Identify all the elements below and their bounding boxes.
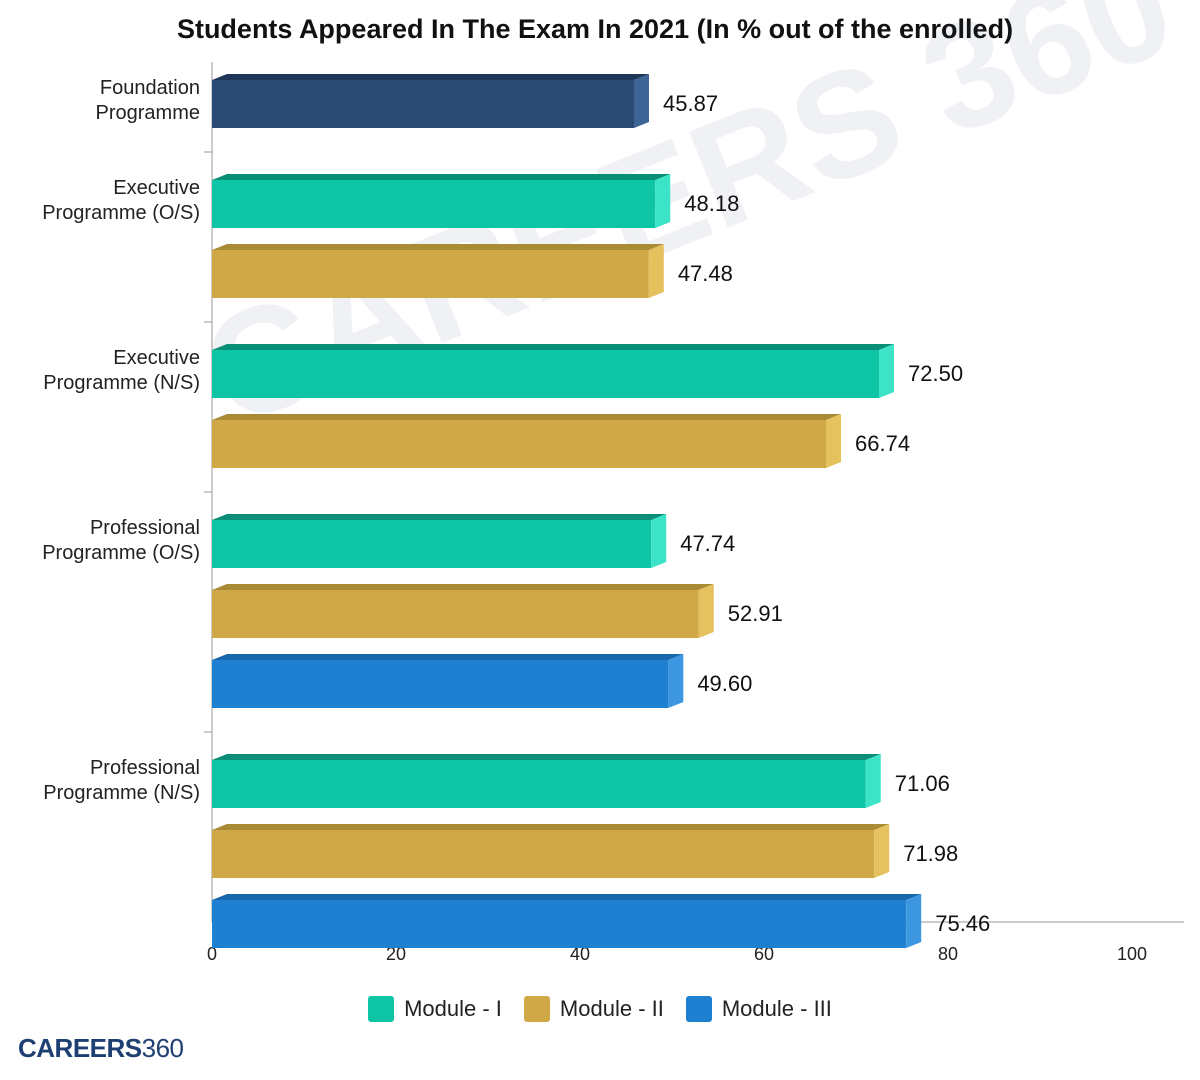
x-tick-label: 80 bbox=[938, 944, 958, 964]
bar-top-face bbox=[212, 244, 664, 250]
bar-side-face bbox=[668, 654, 684, 708]
bar bbox=[212, 760, 866, 808]
data-label: 52.91 bbox=[728, 601, 783, 626]
x-tick-label: 100 bbox=[1117, 944, 1147, 964]
legend-swatch-module-3 bbox=[685, 996, 712, 1022]
legend-label-module-2: Module - II bbox=[559, 996, 664, 1021]
data-label: 66.74 bbox=[855, 431, 910, 456]
bar-side-face bbox=[874, 824, 890, 878]
bar bbox=[212, 520, 652, 568]
data-label: 49.60 bbox=[697, 671, 752, 696]
bar-side-face bbox=[634, 74, 650, 128]
x-tick-label: 20 bbox=[386, 944, 406, 964]
legend-item-module-1: Module - I bbox=[368, 996, 502, 1022]
data-label: 71.06 bbox=[895, 771, 950, 796]
data-label: 47.48 bbox=[678, 261, 733, 286]
chart-plot-area: 0 20 40 60 80 100 45.87 Foundation Programme 48.1… bbox=[42, 62, 1184, 964]
brand-number: 360 bbox=[141, 1033, 184, 1063]
bar-side-face bbox=[906, 894, 922, 948]
category-label: Programme (N/S) bbox=[43, 372, 200, 394]
bar-top-face bbox=[212, 174, 671, 180]
legend-item-module-3: Module - III bbox=[685, 996, 832, 1022]
data-label: 72.50 bbox=[908, 361, 963, 386]
data-label: 48.18 bbox=[684, 191, 739, 216]
category-label: Programme (N/S) bbox=[43, 782, 200, 804]
data-label: 71.98 bbox=[903, 841, 958, 866]
bar-side-face bbox=[648, 244, 664, 298]
category-label: Executive bbox=[113, 347, 200, 369]
data-label: 45.87 bbox=[663, 91, 718, 116]
bar-top-face bbox=[212, 514, 667, 520]
bar-top-face bbox=[212, 414, 842, 420]
bar-top-face bbox=[212, 824, 890, 830]
bar-top-face bbox=[212, 74, 650, 80]
category-label: Programme (O/S) bbox=[42, 202, 200, 224]
legend: Module - I Module - II Module - III bbox=[0, 996, 1200, 1022]
bar bbox=[212, 250, 649, 298]
category-label: Executive bbox=[113, 177, 200, 199]
bar bbox=[212, 830, 875, 878]
bar-top-face bbox=[212, 754, 881, 760]
data-label: 75.46 bbox=[935, 911, 990, 936]
legend-label-module-1: Module - I bbox=[404, 996, 502, 1021]
chart-title: Students Appeared In The Exam In 2021 (I… bbox=[176, 14, 1014, 44]
brand-name: CAREERS bbox=[18, 1033, 142, 1063]
bar bbox=[212, 180, 656, 228]
bar bbox=[212, 420, 827, 468]
bar-top-face bbox=[212, 654, 684, 660]
brand-logo: CAREERS360 bbox=[18, 1033, 184, 1064]
legend-item-module-2: Module - II bbox=[523, 996, 664, 1022]
x-tick-label: 40 bbox=[570, 944, 590, 964]
bar-side-face bbox=[651, 514, 667, 568]
bar bbox=[212, 660, 669, 708]
bar bbox=[212, 590, 699, 638]
category-label: Foundation bbox=[100, 77, 200, 99]
bar-side-face bbox=[698, 584, 714, 638]
category-label: Programme bbox=[96, 102, 200, 124]
bar-top-face bbox=[212, 344, 894, 350]
bar-side-face bbox=[655, 174, 671, 228]
bar bbox=[212, 900, 907, 948]
legend-label-module-3: Module - III bbox=[721, 996, 832, 1021]
legend-swatch-module-2 bbox=[523, 996, 550, 1022]
bar-side-face bbox=[865, 754, 881, 808]
x-tick-label: 60 bbox=[754, 944, 774, 964]
bar-top-face bbox=[212, 894, 922, 900]
bar-side-face bbox=[879, 344, 894, 398]
legend-swatch-module-1 bbox=[368, 996, 395, 1022]
category-label: Professional bbox=[90, 517, 200, 539]
category-label: Programme (O/S) bbox=[42, 542, 200, 564]
data-label: 47.74 bbox=[680, 531, 735, 556]
bar bbox=[212, 80, 635, 128]
bar-side-face bbox=[826, 414, 842, 468]
x-tick-label: 0 bbox=[207, 944, 217, 964]
bar-top-face bbox=[212, 584, 714, 590]
bar bbox=[212, 350, 879, 398]
category-label: Professional bbox=[90, 757, 200, 779]
